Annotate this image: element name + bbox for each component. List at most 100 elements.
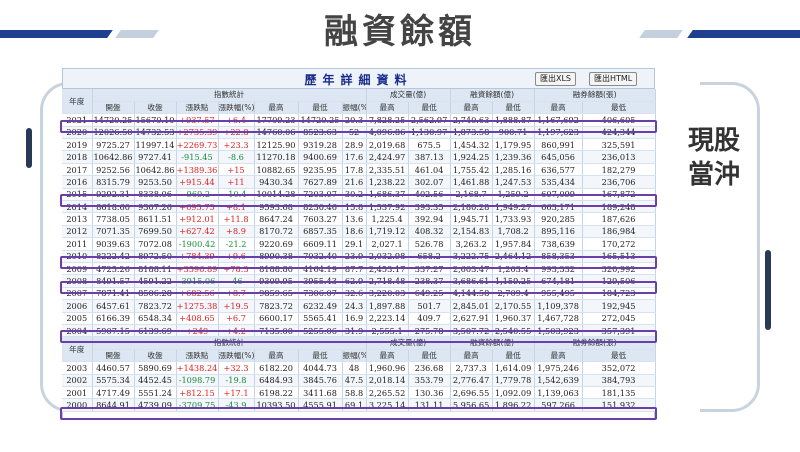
cell-close: 7699.50 [134,225,177,239]
cell-low: 6609.11 [298,237,343,251]
header-change: 漲跌點 [176,101,219,115]
cell-amplitude: 20.3 [342,113,367,127]
cell-high: 8990.38 [254,250,299,263]
cell-low: 14720.25 [298,113,343,127]
cell-margin-high: 2,627.91 [450,312,493,325]
cell-volume-high: 7,828.25 [366,113,409,127]
cell-close: 7823.72 [134,299,177,313]
cell-year: 2014 [62,200,93,214]
cell-low: 8230.46 [298,200,343,214]
cell-change: +682.56 [176,287,219,301]
accent-bar-left [26,128,32,168]
header-change-pct: 漲跌幅(%) [218,349,255,363]
cell-margin-low: 2,540.55 [492,324,535,338]
cell-short-low: 406,605 [582,113,656,127]
cell-short-high: 607,099 [534,188,583,202]
cell-year: 2012 [62,225,93,239]
bracket-frame-right [700,82,760,412]
cell-volume-high: 2,555.1 [366,324,409,338]
cell-volume-high: 1,686.37 [366,188,409,202]
header-open: 開盤 [92,349,135,363]
table-row: 2008 8491.57 4591.22 -3915.06 -46 9309.95 3955… [62,274,656,288]
cell-change: -3915.06 [176,274,219,288]
cell-low: 6857.35 [298,225,343,239]
cell-short-low: 170,272 [582,237,656,251]
header-high: 最高 [534,101,583,115]
cell-year: 2015 [62,188,93,202]
cell-open: 8222.42 [92,250,135,263]
cell-volume-high: 1,225.4 [366,212,409,226]
cell-short-high: 597,266 [534,398,583,412]
cell-change-pct: -43.9 [218,398,255,412]
cell-amplitude: 17.8 [342,163,367,177]
cell-short-low: 165,513 [582,250,656,263]
cell-change-pct: +9.6 [218,250,255,263]
cell-short-high: 636,577 [534,163,583,177]
cell-close: 8188.11 [134,262,177,276]
cell-year: 2009 [62,262,93,276]
cell-change: +812.15 [176,386,219,400]
cell-short-high: 1,503,923 [534,324,583,338]
cell-margin-low: 1,203.4 [492,262,535,276]
header-year: 年度 [62,337,93,363]
header-high: 最高 [450,101,493,115]
header-low: 最低 [582,101,656,115]
export-html-button[interactable]: 匯出HTML [589,72,638,86]
cell-open: 4717.49 [92,386,135,400]
cell-short-low: 189,248 [582,200,656,214]
header-short-group: 融券餘額(張) [534,337,656,350]
cell-change: +1275.38 [176,299,219,313]
cell-change: -1900.42 [176,237,219,251]
cell-low: 6232.49 [298,299,343,313]
history-table-continued: 年度 指數統計 成交量(億) 融資餘額(億) 融券餘額(張) 開盤 收盤 漲跌點 漲跌幅(%) 最… [62,337,656,412]
cell-change-pct: +6.4 [218,113,255,127]
cell-close: 8611.51 [134,212,177,226]
cell-high: 9430.34 [254,175,299,189]
cell-year: 2020 [62,126,93,140]
table-row: 2004 5907.15 6139.69 +249 +4.2 7135.00 5255.06… [62,324,656,338]
header-margin-group: 融資餘額(億) [450,89,535,102]
cell-margin-high: 3,686.61 [450,274,493,288]
cell-amplitude: 18.6 [342,225,367,239]
cell-volume-low: 2,562.97 [408,113,451,127]
cell-short-low: 424,344 [582,126,656,140]
cell-short-high: 645,056 [534,150,583,164]
cell-amplitude: 87.7 [342,262,367,276]
cell-volume-low: 675.5 [408,138,451,152]
cell-short-low: 236,706 [582,175,656,189]
cell-margin-low: 2,464.12 [492,250,535,263]
header-row-group: 年度 指數統計 成交量(億) 融資餘額(億) 融券餘額(張) [62,89,656,115]
cell-year: 2021 [62,113,93,127]
cell-close: 4452.45 [134,374,177,388]
cell-high: 12125.90 [254,138,299,152]
header-high: 最高 [254,349,299,363]
cell-volume-high: 2,718.48 [366,274,409,288]
cell-change: +408.65 [176,312,219,325]
cell-low: 4555.91 [298,398,343,412]
cell-change-pct: +15 [218,163,255,177]
cell-amplitude: 52 [342,126,367,140]
cell-close: 8506.28 [134,287,177,301]
table-row: 2018 10642.86 9727.41 -915.45 -8.6 11270.18 94… [62,150,656,164]
cell-open: 4725.26 [92,262,135,276]
cell-volume-high: 2,027.1 [366,237,409,251]
table-row: 2014 8618.60 9307.26 +695.75 +8.1 9593.68 8230… [62,200,656,214]
header-high: 最高 [450,349,493,363]
cell-change: -969.2 [176,188,219,202]
cell-amplitude: 69.1 [342,398,367,412]
table-row: 2012 7071.35 7699.50 +627.42 +8.9 8170.72 6857… [62,225,656,239]
cell-margin-high: 3,263.2 [450,237,493,251]
cell-year: 2005 [62,312,93,325]
cell-amplitude: 58.8 [342,386,367,400]
cell-margin-low: 1,949.27 [492,200,535,214]
export-xls-button[interactable]: 匯出XLS [535,72,577,86]
cell-margin-low: 1,614.09 [492,361,535,375]
cell-short-low: 325,591 [582,138,656,152]
cell-high: 10014.28 [254,188,299,202]
cell-change: +695.75 [176,200,219,214]
cell-margin-low: 1,779.78 [492,374,535,388]
cell-short-low: 129,506 [582,274,656,288]
cell-high: 9309.95 [254,274,299,288]
cell-volume-low: 393.35 [408,200,451,214]
